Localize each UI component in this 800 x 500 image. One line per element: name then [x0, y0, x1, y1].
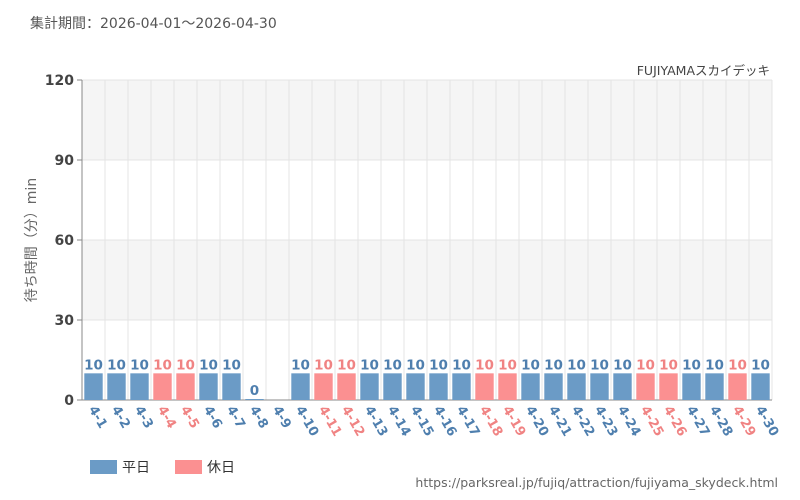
bar: [659, 373, 678, 400]
bar: [613, 373, 632, 400]
bar: [705, 373, 724, 400]
bar: [130, 373, 149, 400]
bar: [521, 373, 540, 400]
data-label: 10: [521, 357, 540, 373]
y-tick-label: 60: [55, 233, 75, 249]
data-label: 10: [429, 357, 448, 373]
data-label: 10: [360, 357, 379, 373]
bar: [291, 373, 310, 400]
bar: [337, 373, 356, 400]
data-label: 10: [636, 357, 655, 373]
bar: [429, 373, 448, 400]
bar: [544, 373, 563, 400]
data-label: 10: [682, 357, 701, 373]
legend-label: 平日: [122, 460, 150, 476]
legend-swatch: [90, 460, 117, 474]
bar: [475, 373, 494, 400]
x-tick-label: 4-8: [246, 404, 271, 432]
bar: [245, 399, 264, 400]
x-tick-label: 4-7: [223, 404, 248, 432]
bar: [498, 373, 517, 400]
legend-label: 休日: [207, 460, 235, 476]
attraction-name: FUJIYAMAスカイデッキ: [637, 63, 770, 78]
bar: [567, 373, 586, 400]
bar: [222, 373, 241, 400]
bar: [383, 373, 402, 400]
data-label: 10: [291, 357, 310, 373]
data-label: 10: [452, 357, 471, 373]
data-label: 10: [590, 357, 609, 373]
period-label: 集計期間：2026-04-01～2026-04-30: [30, 15, 277, 32]
bar: [153, 373, 172, 400]
legend: 平日 休日: [90, 460, 235, 476]
bar: [728, 373, 747, 400]
data-label: 10: [406, 357, 425, 373]
bar: [107, 373, 126, 400]
bar: [176, 373, 195, 400]
data-label: 10: [705, 357, 724, 373]
bar: [636, 373, 655, 400]
x-tick-label: 4-30: [752, 404, 781, 440]
data-label: 10: [659, 357, 678, 373]
source-url[interactable]: https://parksreal.jp/fujiq/attraction/fu…: [415, 475, 778, 490]
y-tick-label: 0: [64, 393, 74, 409]
data-label: 10: [222, 357, 241, 373]
data-label: 10: [176, 357, 195, 373]
data-label: 10: [130, 357, 149, 373]
x-tick-label: 4-4: [154, 404, 179, 432]
legend-swatch: [175, 460, 202, 474]
bar: [682, 373, 701, 400]
data-label: 10: [107, 357, 126, 373]
data-label: 10: [84, 357, 103, 373]
data-label: 10: [475, 357, 494, 373]
x-tick-label: 4-1: [85, 404, 110, 432]
bar: [406, 373, 425, 400]
y-axis-label: 待ち時間（分）min: [24, 178, 40, 302]
data-label: 10: [567, 357, 586, 373]
x-tick-label: 4-6: [200, 404, 225, 432]
data-label: 10: [153, 357, 172, 373]
x-tick-label: 4-3: [131, 404, 156, 432]
bar: [84, 373, 103, 400]
data-label: 10: [613, 357, 632, 373]
data-label: 10: [544, 357, 563, 373]
y-tick-label: 30: [55, 313, 75, 329]
bar: [590, 373, 609, 400]
x-tick-label: 4-2: [108, 404, 133, 432]
data-label: 0: [250, 383, 259, 399]
data-label: 10: [498, 357, 517, 373]
x-tick-label: 4-5: [177, 404, 202, 432]
data-label: 10: [383, 357, 402, 373]
bar: [751, 373, 770, 400]
data-label: 10: [314, 357, 333, 373]
y-tick-label: 90: [55, 153, 75, 169]
plot-area: 0 30 60 90 120 10 4-1 10 4-2 10 4-3 10 4-4 10 4-5 10 4-6…: [45, 73, 782, 439]
data-label: 10: [199, 357, 218, 373]
bar: [360, 373, 379, 400]
x-tick-label: 4-9: [269, 404, 294, 432]
bar: [314, 373, 333, 400]
y-tick-label: 120: [45, 73, 74, 89]
data-label: 10: [728, 357, 747, 373]
bar: [452, 373, 471, 400]
data-label: 10: [751, 357, 770, 373]
bar: [199, 373, 218, 400]
data-label: 10: [337, 357, 356, 373]
